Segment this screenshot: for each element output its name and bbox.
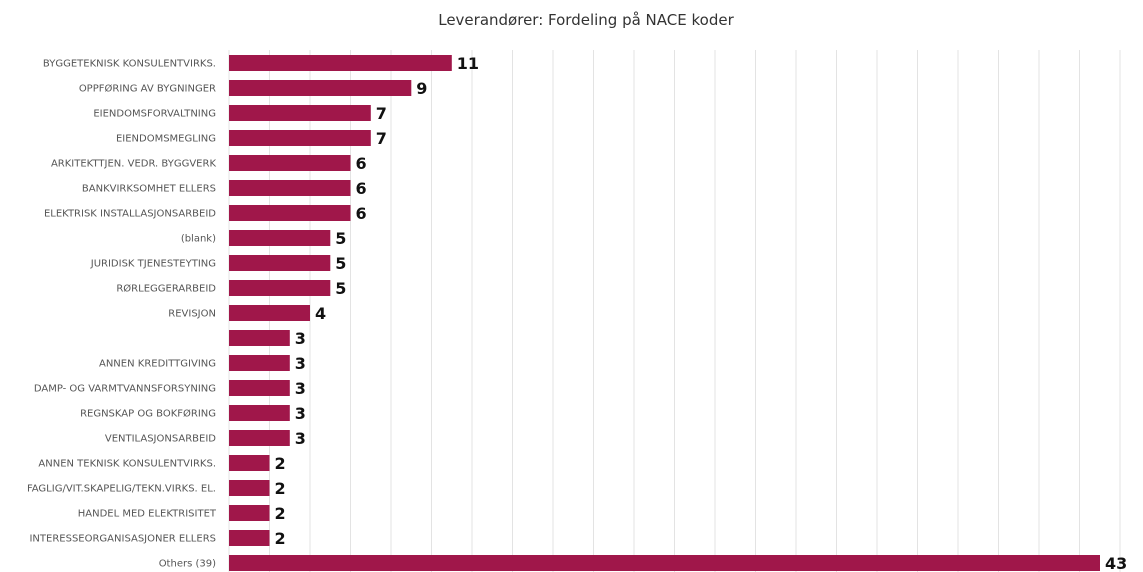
- category-label: EIENDOMSFORVALTNING: [93, 109, 216, 120]
- bar: [229, 405, 290, 421]
- bar: [229, 105, 371, 121]
- value-label: 43: [1105, 554, 1127, 572]
- bar: [229, 480, 270, 496]
- category-label: JURIDISK TJENESTEYTING: [90, 259, 216, 270]
- value-label: 3: [295, 354, 306, 373]
- bar: [229, 455, 270, 471]
- category-label: (blank): [181, 234, 216, 245]
- category-label: ANNEN KREDITTGIVING: [99, 359, 216, 370]
- chart-title: Leverandører: Fordeling på NACE koder: [438, 11, 734, 29]
- value-label: 3: [295, 429, 306, 448]
- bars: [229, 55, 1100, 571]
- bar: [229, 330, 290, 346]
- category-label: EIENDOMSMEGLING: [116, 134, 216, 145]
- value-label: 2: [275, 479, 286, 498]
- category-label: ELEKTRISK INSTALLASJONSARBEID: [44, 209, 216, 220]
- category-labels: BYGGETEKNISK KONSULENTVIRKS. OPPFØRING AV…: [27, 59, 217, 570]
- value-label: 11: [457, 54, 479, 73]
- bar: [229, 280, 331, 296]
- value-label: 6: [356, 154, 367, 173]
- bar: [229, 305, 310, 321]
- bar: [229, 205, 351, 221]
- bar: [229, 80, 412, 96]
- bar: [229, 180, 351, 196]
- category-label: VENTILASJONSARBEID: [105, 434, 216, 445]
- value-label: 7: [376, 129, 387, 148]
- category-label: RØRLEGGERARBEID: [116, 283, 216, 295]
- category-label: ARKITEKTTJEN. VEDR. BYGGVERK: [51, 159, 216, 170]
- category-label: Others (39): [159, 559, 216, 570]
- value-label: 3: [295, 404, 306, 423]
- bar: [229, 255, 331, 271]
- category-label: DAMP- OG VARMTVANNSFORSYNING: [34, 384, 216, 395]
- category-label: FAGLIG/VIT.SKAPELIG/TEKN.VIRKS. EL.: [27, 484, 216, 495]
- value-label: 5: [335, 229, 346, 248]
- bar: [229, 55, 452, 71]
- category-label: ANNEN TEKNISK KONSULENTVIRKS.: [38, 459, 216, 470]
- bar: [229, 530, 270, 546]
- value-label: 7: [376, 104, 387, 123]
- value-label: 6: [356, 179, 367, 198]
- category-label: BYGGETEKNISK KONSULENTVIRKS.: [43, 59, 216, 70]
- value-label: 5: [335, 254, 346, 273]
- category-label: REGNSKAP OG BOKFØRING: [80, 408, 216, 420]
- value-label: 4: [315, 304, 326, 323]
- value-label: 6: [356, 204, 367, 223]
- value-label: 2: [275, 454, 286, 473]
- bar: [229, 155, 351, 171]
- grid-lines: [228, 50, 1121, 572]
- value-label: 9: [416, 79, 427, 98]
- bar: [229, 505, 270, 521]
- category-label: HANDEL MED ELEKTRISITET: [78, 509, 217, 520]
- category-label: INTERESSEORGANISASJONER ELLERS: [29, 534, 216, 545]
- value-label: 2: [275, 504, 286, 523]
- category-label: REVISJON: [168, 309, 216, 320]
- value-label: 3: [295, 329, 306, 348]
- category-label: BANKVIRKSOMHET ELLERS: [82, 184, 216, 195]
- bar: [229, 555, 1100, 571]
- value-label: 3: [295, 379, 306, 398]
- category-label: OPPFØRING AV BYGNINGER: [79, 83, 216, 95]
- value-label: 2: [275, 529, 286, 548]
- bar: [229, 230, 331, 246]
- bar: [229, 380, 290, 396]
- value-label: 5: [335, 279, 346, 298]
- bar: [229, 130, 371, 146]
- bar: [229, 355, 290, 371]
- bar: [229, 430, 290, 446]
